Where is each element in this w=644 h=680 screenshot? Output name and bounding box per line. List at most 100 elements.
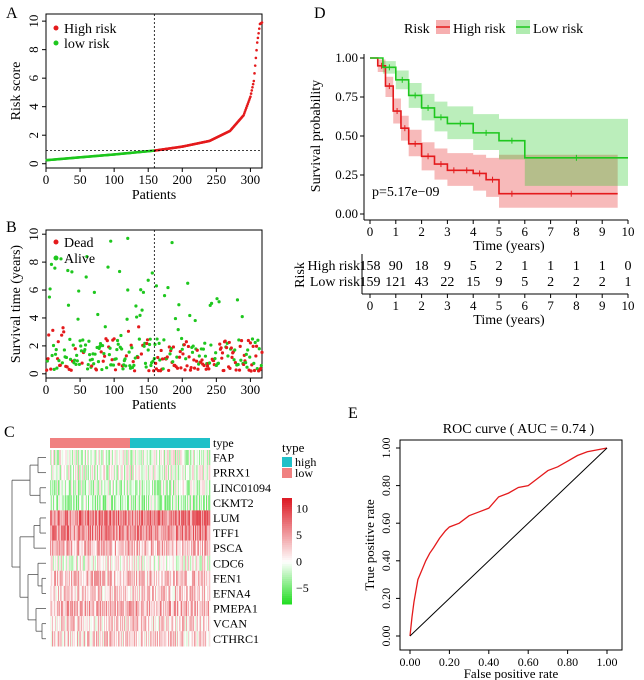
- heatmap-cell: [139, 555, 141, 571]
- heatmap-cell: [137, 555, 139, 571]
- heatmap-cell: [154, 465, 156, 481]
- heatmap-cell: [184, 585, 186, 602]
- heatmap-cell: [83, 465, 85, 481]
- heatmap-cell: [161, 540, 163, 556]
- heatmap-cell: [53, 555, 55, 571]
- dead-point: [147, 369, 151, 373]
- heatmap-cell: [94, 540, 96, 556]
- heatmap-cell: [125, 585, 127, 602]
- heatmap-cell: [125, 510, 127, 526]
- heatmap-cell: [153, 480, 155, 496]
- dead-point: [181, 352, 185, 356]
- heatmap-cell: [104, 540, 106, 556]
- heatmap-cell: [66, 631, 68, 647]
- heatmap-cell: [165, 465, 167, 481]
- heatmap-cell: [183, 540, 185, 556]
- heatmap-cell: [78, 480, 80, 496]
- heatmap-cell: [144, 570, 146, 587]
- heatmap-cell: [84, 631, 86, 647]
- heatmap-cell: [93, 525, 95, 541]
- heatmap-cell: [108, 495, 110, 511]
- heatmap-cell: [118, 631, 120, 647]
- color-scale-step: [282, 553, 292, 556]
- heatmap-cell: [114, 525, 116, 541]
- heatmap-cell: [106, 601, 108, 617]
- heatmap-cell: [84, 555, 86, 571]
- heatmap-cell: [72, 540, 74, 556]
- heatmap-cell: [76, 525, 78, 541]
- heatmap-cell: [157, 616, 159, 632]
- heatmap-cell: [63, 525, 65, 541]
- dead-point: [252, 368, 257, 373]
- dead-point: [186, 344, 191, 349]
- heatmap-cell: [108, 631, 110, 647]
- alive-point: [203, 354, 208, 358]
- heatmap-cell: [100, 631, 102, 647]
- heatmap-cell: [118, 570, 120, 587]
- heatmap-cell: [154, 585, 156, 602]
- heatmap-cell: [55, 585, 57, 602]
- heatmap-cell: [57, 616, 59, 632]
- heatmap-cell: [187, 585, 189, 602]
- heatmap-cell: [62, 616, 64, 632]
- heatmap-cell: [194, 510, 196, 526]
- heatmap-cell: [91, 631, 93, 647]
- heatmap-cell: [179, 510, 181, 526]
- gene-label: TFF1: [213, 526, 240, 540]
- heatmap-cell: [155, 450, 157, 466]
- heatmap-cell: [88, 601, 90, 617]
- dead-point: [260, 350, 264, 354]
- heatmap-cell: [157, 585, 159, 602]
- heatmap-cell: [139, 495, 141, 511]
- dead-point: [65, 365, 69, 369]
- heatmap-cell: [204, 585, 206, 602]
- color-scale-step: [282, 584, 292, 588]
- dead-point: [102, 354, 107, 358]
- heatmap-cell: [63, 450, 65, 466]
- heatmap-cell: [177, 631, 179, 647]
- risk-table-cell: 2: [547, 275, 554, 290]
- heatmap-cell: [108, 450, 110, 466]
- heatmap-cell: [154, 570, 156, 587]
- heatmap-cell: [146, 480, 148, 496]
- heatmap-cell: [176, 510, 178, 526]
- alive-point: [54, 348, 58, 352]
- heatmap-cell: [192, 525, 194, 541]
- heatmap-cell: [136, 555, 138, 571]
- heatmap-cell: [123, 495, 125, 511]
- panel-b-survival-time-plot: 0 50 100 150 200 250 3000246810PatientsSurviva…: [9, 228, 264, 413]
- heatmap-cell: [56, 465, 58, 481]
- heatmap-cell: [83, 450, 85, 466]
- heatmap-cell: [205, 465, 207, 481]
- heatmap-cell: [171, 495, 173, 511]
- heatmap-cell: [67, 525, 69, 541]
- legend-label: Low risk: [533, 22, 583, 37]
- heatmap-cell: [94, 495, 96, 511]
- heatmap-cell: [202, 510, 204, 526]
- heatmap-cell: [54, 631, 56, 647]
- heatmap-cell: [109, 450, 111, 466]
- heatmap-cell: [207, 570, 209, 587]
- heatmap-cell: [148, 495, 150, 511]
- x-tick-label: 50: [74, 172, 87, 187]
- heatmap-cell: [175, 631, 177, 647]
- heatmap-cell: [98, 585, 100, 602]
- heatmap-cell: [53, 585, 55, 602]
- heatmap-cell: [146, 540, 148, 556]
- heatmap-cell: [105, 495, 107, 511]
- alive-point: [79, 344, 83, 348]
- heatmap-cell: [108, 510, 110, 526]
- heatmap-cell: [85, 465, 87, 481]
- risk-table-cell: 9: [444, 259, 451, 274]
- heatmap-cell: [190, 450, 192, 466]
- heatmap-cell: [71, 495, 73, 511]
- heatmap-cell: [106, 495, 108, 511]
- heatmap-cell: [155, 555, 157, 571]
- alive-point: [257, 347, 261, 351]
- heatmap-cell: [116, 555, 118, 571]
- heatmap-cell: [80, 631, 82, 647]
- heatmap-cell: [112, 631, 114, 647]
- heatmap-cell: [187, 540, 189, 556]
- alive-point: [240, 315, 244, 319]
- heatmap-cell: [156, 525, 158, 541]
